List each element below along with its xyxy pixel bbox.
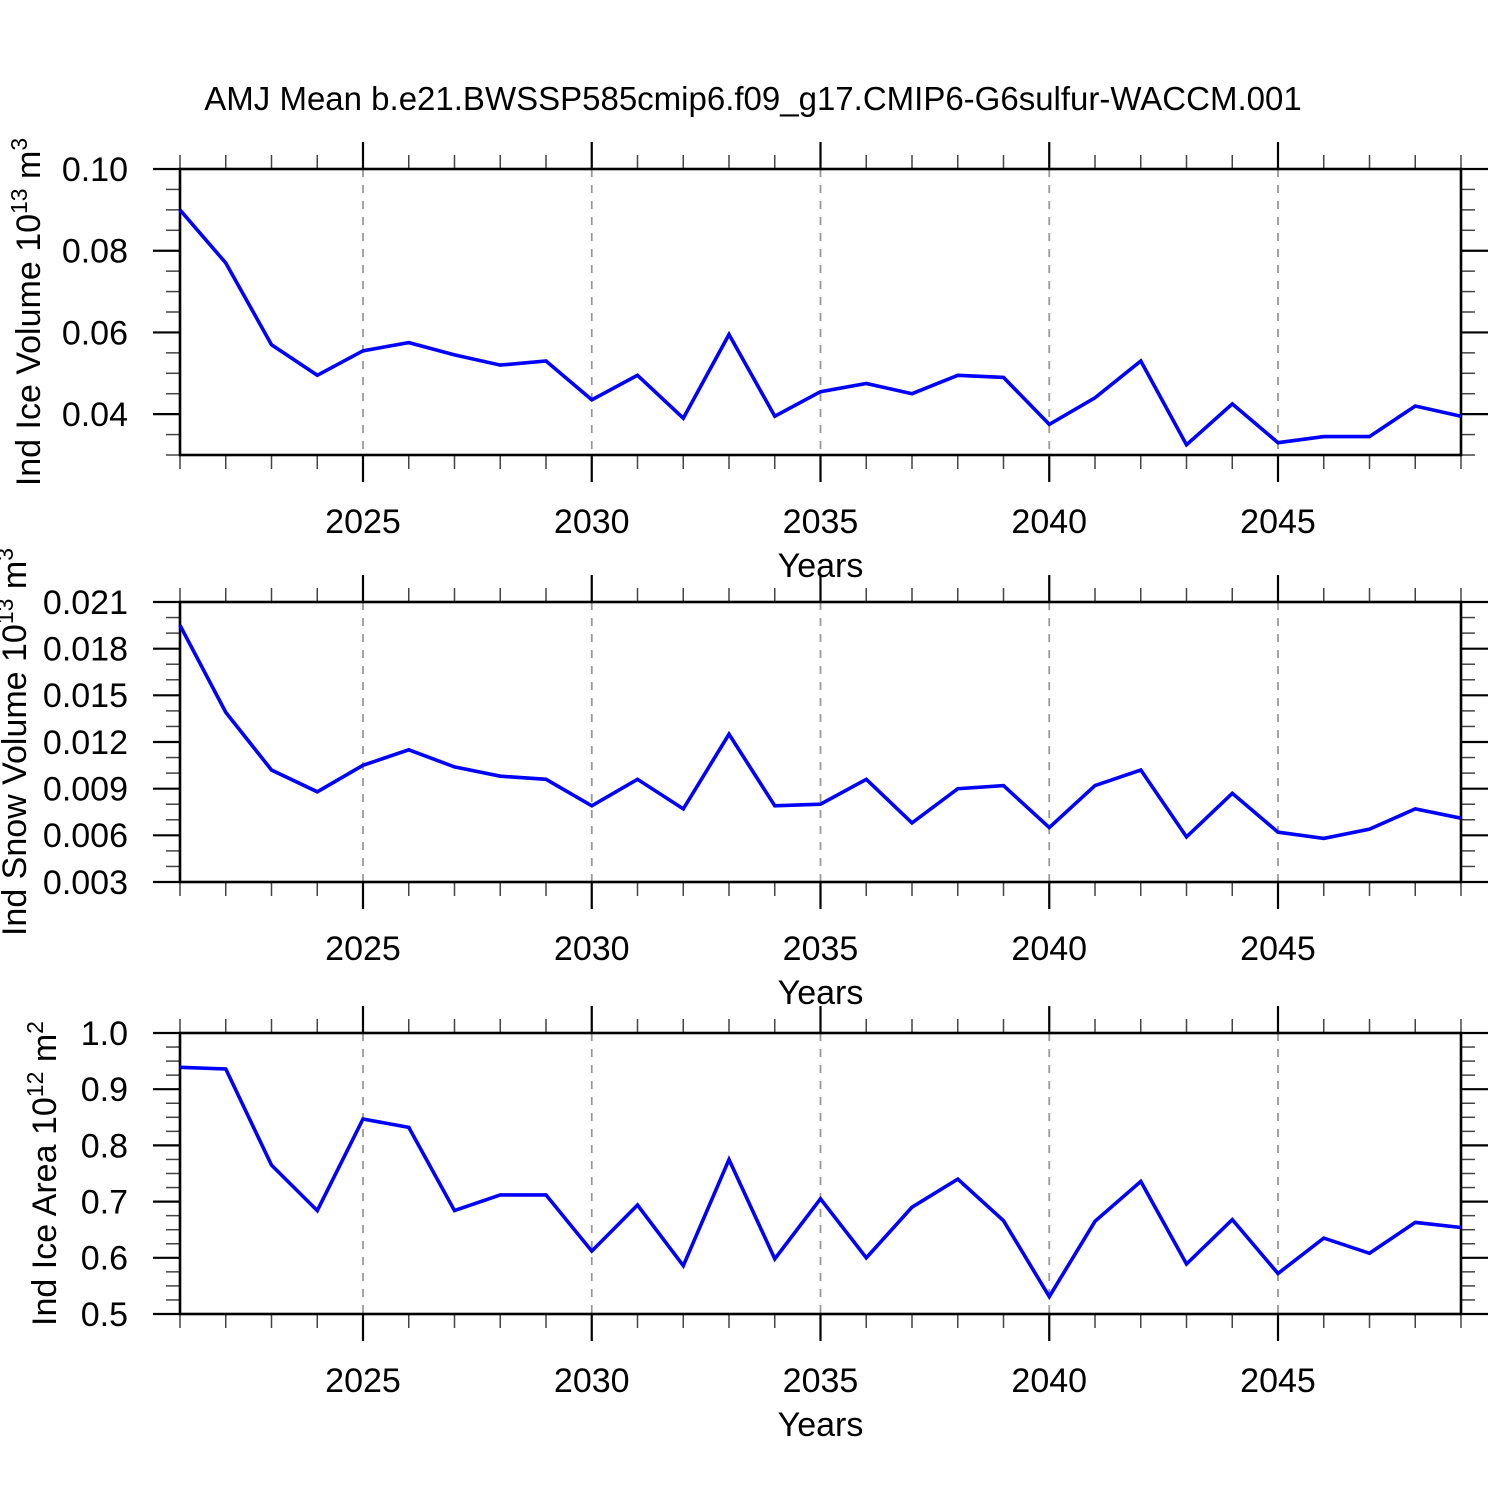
x-tick-label: 2040	[1011, 503, 1087, 541]
x-tick-label: 2030	[554, 1362, 630, 1400]
x-tick-label: 2045	[1240, 503, 1316, 541]
x-tick-label: 2025	[325, 930, 401, 968]
y-tick-label: 0.012	[43, 724, 128, 762]
plot-border	[178, 600, 1463, 884]
y-tick-label: 0.5	[81, 1296, 128, 1334]
x-tick-label: 2035	[783, 503, 859, 541]
y-tick-label: 0.018	[43, 631, 128, 669]
x-tick-label: 2045	[1240, 930, 1316, 968]
y-tick-label: 0.015	[43, 677, 128, 715]
y-tick-label: 0.006	[43, 817, 128, 855]
panel-ind-ice-area: 0.5 0.6 0.7 0.8 0.9 1.0 2025 2030 2035 2040 2045 Ye…	[22, 1006, 1488, 1444]
y-tick-label: 0.10	[62, 151, 128, 189]
x-tick-label: 2025	[325, 503, 401, 541]
y-tick-label: 0.9	[81, 1071, 128, 1109]
y-axis-title-ind-ice-area: Ind Ice Area 1012​ m2​	[22, 1021, 64, 1326]
chart-title: AMJ Mean b.e21.BWSSP585cmip6.f09_g17.CMI…	[204, 80, 1302, 117]
plot-border	[178, 1031, 1463, 1316]
x-tick-label: 2045	[1240, 1362, 1316, 1400]
series-line-ind-ice-volume	[178, 208, 1462, 448]
panel-ind-snow-volume: 0.003 0.006 0.009 0.012 0.015 0.018 0.021 2025 2…	[0, 548, 1488, 1012]
x-tick-label: 2030	[554, 503, 630, 541]
y-tick-label: 0.8	[81, 1127, 128, 1165]
series-line-ind-snow-volume	[178, 624, 1462, 841]
x-tick-label: 2025	[325, 1362, 401, 1400]
x-axis-title: Years	[778, 974, 864, 1012]
x-tick-label: 2035	[783, 930, 859, 968]
y-tick-label: 0.06	[62, 314, 128, 352]
x-tick-label: 2040	[1011, 1362, 1087, 1400]
x-tick-label: 2035	[783, 1362, 859, 1400]
x-tick-label: 2030	[554, 930, 630, 968]
plot-border	[178, 167, 1463, 457]
y-tick-label: 0.04	[62, 396, 128, 434]
y-tick-label: 0.021	[43, 584, 128, 622]
x-axis-title: Years	[778, 1406, 864, 1444]
y-tick-label: 0.6	[81, 1240, 128, 1278]
series-line-ind-ice-area	[179, 1065, 1462, 1301]
y-axis-title-ind-ice-volume: Ind Ice Volume 1013​ m3​	[6, 138, 48, 486]
y-tick-label: 0.003	[43, 864, 128, 902]
y-axis-title-ind-snow-volume: Ind Snow Volume 1013​ m3​	[0, 548, 34, 936]
y-tick-label: 0.08	[62, 233, 128, 271]
y-tick-label: 1.0	[81, 1015, 128, 1053]
x-tick-label: 2040	[1011, 930, 1087, 968]
y-tick-label: 0.7	[81, 1184, 128, 1222]
y-tick-label: 0.009	[43, 771, 128, 809]
